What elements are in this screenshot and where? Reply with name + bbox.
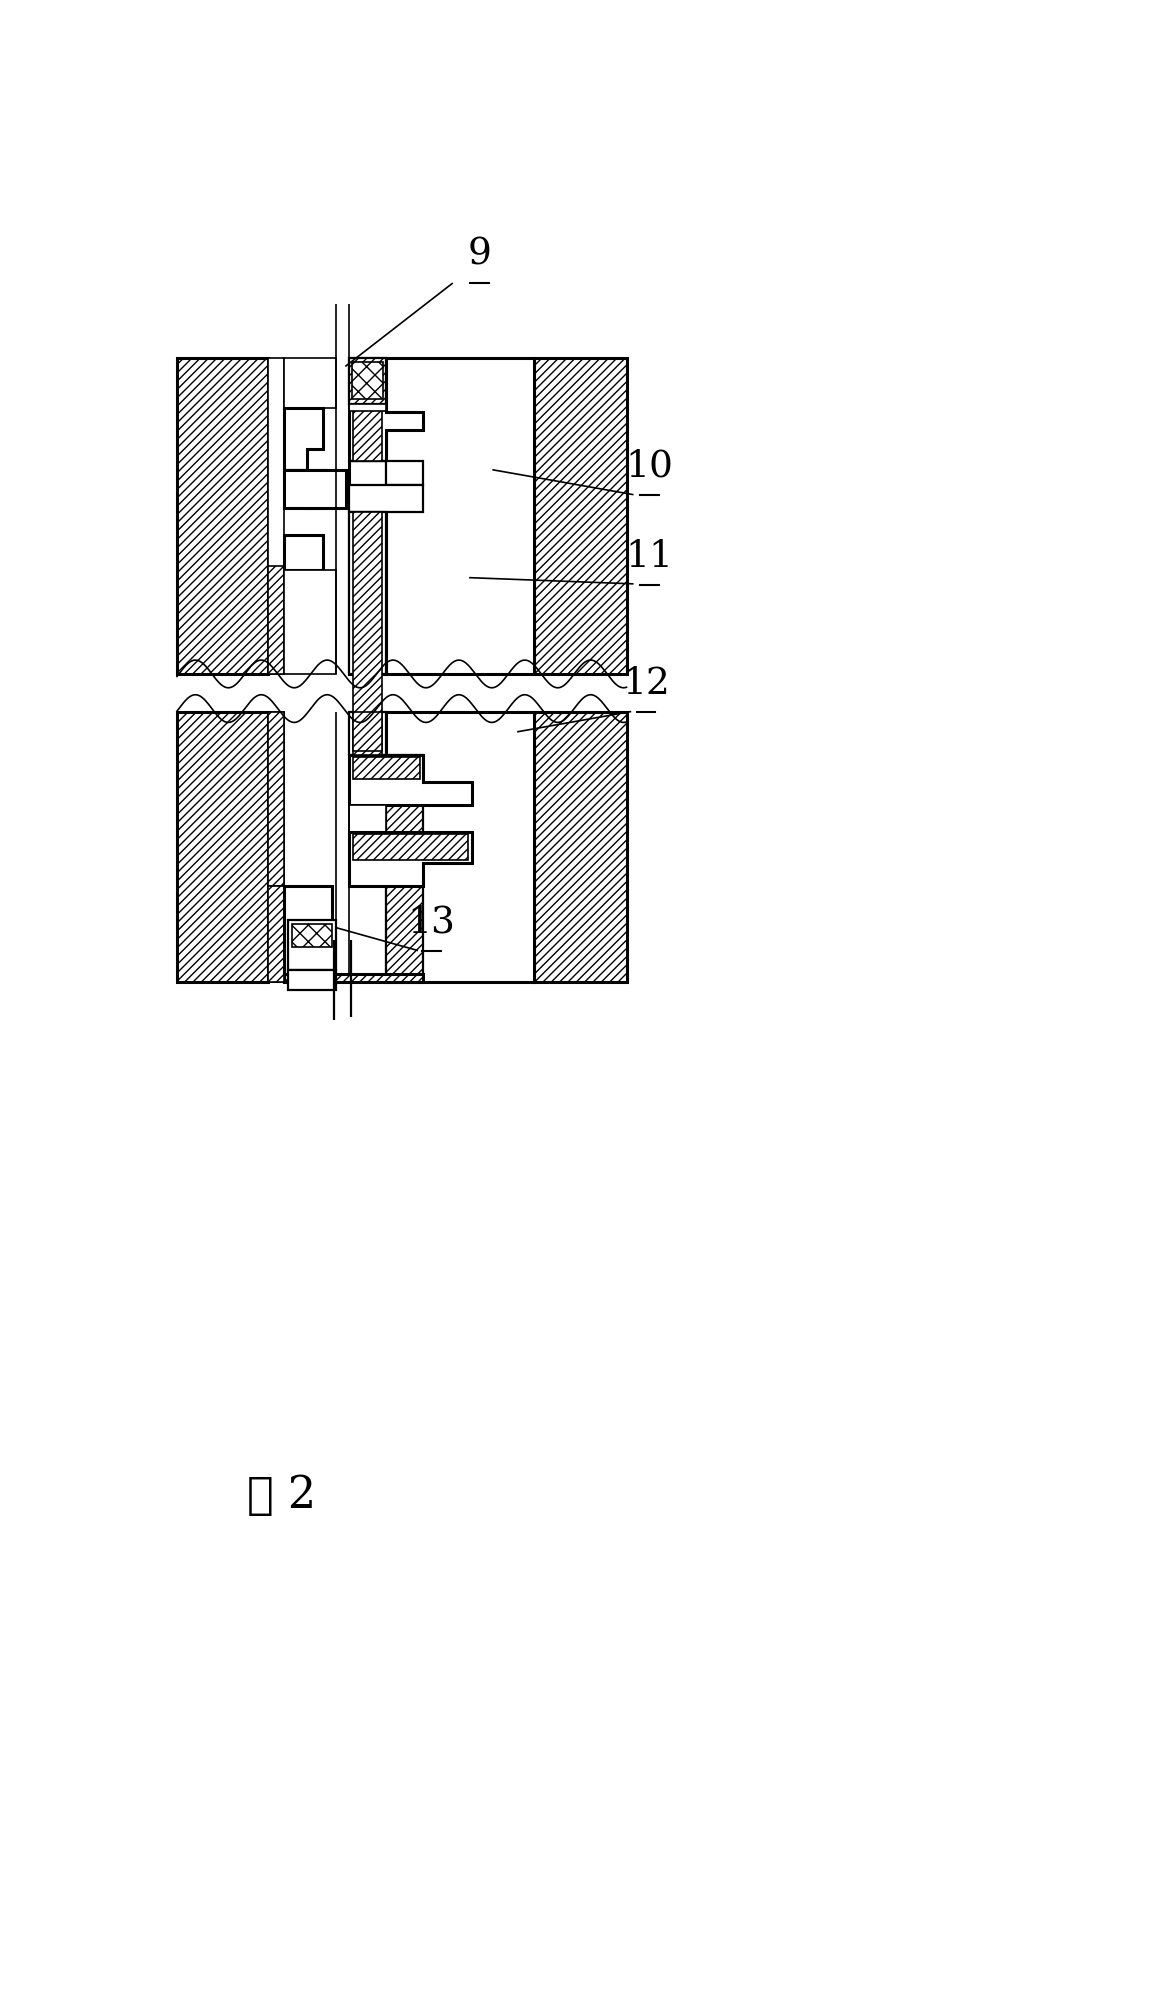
Polygon shape [178,360,269,675]
Text: 11: 11 [626,539,674,575]
Polygon shape [534,360,626,675]
Text: 13: 13 [408,905,456,941]
Polygon shape [349,755,472,805]
Polygon shape [269,360,284,675]
Polygon shape [353,835,467,861]
Polygon shape [284,472,346,509]
Polygon shape [349,360,424,675]
Polygon shape [349,513,387,675]
Text: 图 2: 图 2 [248,1473,317,1516]
Polygon shape [387,360,534,675]
Polygon shape [284,535,322,571]
Polygon shape [269,887,284,983]
Polygon shape [349,833,472,887]
Polygon shape [292,925,332,947]
Polygon shape [353,713,382,751]
Polygon shape [284,571,336,675]
Polygon shape [287,921,336,971]
Polygon shape [349,462,424,486]
Polygon shape [284,360,336,410]
Text: 9: 9 [467,236,492,272]
Text: 10: 10 [626,448,674,484]
Polygon shape [353,410,382,462]
Polygon shape [349,486,424,513]
Polygon shape [287,971,336,991]
Polygon shape [387,713,534,983]
Polygon shape [353,757,419,779]
Polygon shape [352,364,383,400]
Polygon shape [284,472,327,509]
Polygon shape [284,887,332,975]
Polygon shape [178,713,269,983]
Polygon shape [349,360,387,406]
Polygon shape [387,755,424,983]
Polygon shape [349,713,387,755]
Polygon shape [349,406,387,412]
Polygon shape [349,805,387,833]
Polygon shape [424,360,446,675]
Text: 12: 12 [623,665,669,701]
Polygon shape [534,713,626,983]
Polygon shape [284,410,322,472]
Polygon shape [284,975,424,983]
Polygon shape [269,713,284,983]
Polygon shape [269,713,284,887]
Polygon shape [353,513,382,755]
Polygon shape [269,567,284,675]
Polygon shape [424,713,446,983]
